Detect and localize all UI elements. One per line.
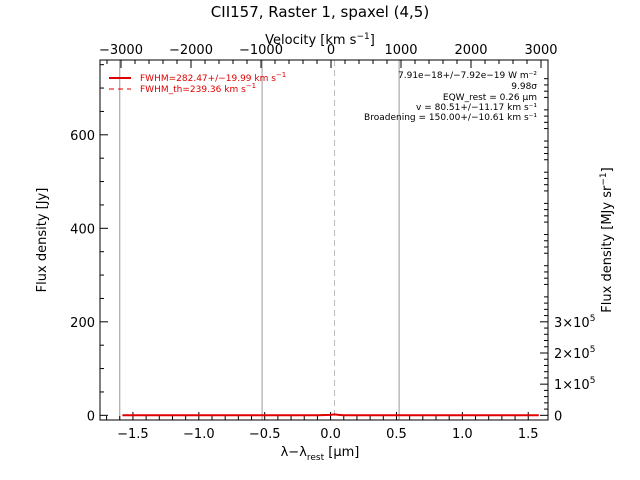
x2-tick-label: −1000 [239,43,283,58]
legend-label-fit: FWHM=282.47+/−19.99 km s−1 [140,71,286,84]
x-tick-label: 0.0 [320,427,341,442]
x2-tick-label: −3000 [99,43,143,58]
x-tick-label: −0.5 [249,427,281,442]
x2-tick-label: −2000 [169,43,213,58]
x-tick-label: 1.0 [452,427,473,442]
annotation-eqw: EQW_rest = 0.26 µm [443,93,537,103]
x-tick-label: 0.5 [386,427,407,442]
x-tick-label: 1.5 [518,427,539,442]
series-line-0 [122,413,539,417]
y2-tick-label: 2×105 [554,345,595,362]
vertical-reference-lines [119,60,400,420]
y2-tick-label: 0 [554,409,562,424]
x2-tick-label: 0 [327,43,335,58]
x2-tick-label: 3000 [524,43,557,58]
y-tick-label: 400 [70,222,95,237]
legend-label-thermal: FWHM_th=239.36 km s−1 [140,82,256,95]
annotation-flux: 7.91e−18+/−7.92e−19 W m⁻² [398,71,537,81]
data-series [122,413,539,417]
x2-tick-label: 1000 [384,43,417,58]
plot-frame [99,59,549,421]
legend: FWHM=282.47+/−19.99 km s−1 FWHM_th=239.3… [109,71,286,95]
x-tick-label: −1.0 [183,427,215,442]
right-axis-label: Flux density [MJy sr−1] [599,167,615,312]
y-tick-label: 200 [70,316,95,331]
y-tick-label: 0 [87,409,95,424]
annotation-broadening: Broadening = 150.00+/−10.61 km s⁻¹ [364,113,537,123]
left-axis-label: Flux density [Jy] [35,188,50,293]
bottom-axis-label: λ−λrest [µm] [281,445,360,463]
axis-ticks: −1.5 −1.0 −0.5 0.0 0.5 1.0 1.5 −3000 −2000 −1000 0… [70,43,595,442]
annotation-significance: 9.98σ [511,82,537,92]
y2-tick-label: 1×105 [554,376,595,393]
chart-title: CII157, Raster 1, spaxel (4,5) [211,3,429,21]
top-axis-label: Velocity [km s−1] [265,32,375,48]
fit-annotations: 7.91e−18+/−7.92e−19 W m⁻² 9.98σ EQW_rest… [364,71,537,123]
x2-tick-label: 2000 [454,43,487,58]
x-tick-label: −1.5 [117,427,149,442]
y-tick-label: 600 [70,129,95,144]
annotation-velocity: v = 80.51+/−11.17 km s⁻¹ [416,103,537,113]
y2-tick-label: 3×105 [554,314,595,331]
